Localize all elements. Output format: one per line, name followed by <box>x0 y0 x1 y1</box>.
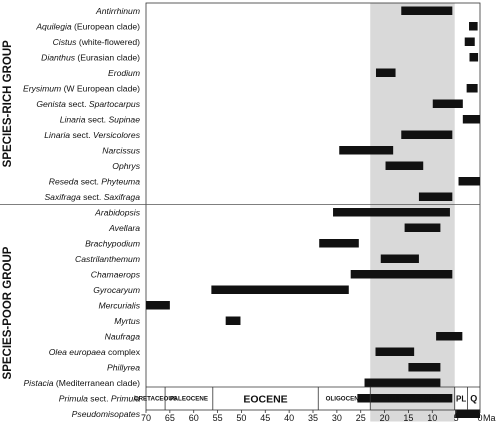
x-tick-label: 25 <box>356 413 366 423</box>
taxon-label-pseudomisopates: Pseudomisopates <box>72 409 141 419</box>
taxon-label-gyrocaryum: Gyrocaryum <box>93 285 140 295</box>
x-tick-label: 65 <box>165 413 175 423</box>
bar-pistacia-mediterranean-clade <box>364 378 441 387</box>
bar-primula-sect-primula <box>357 394 453 403</box>
bar-cistus-white-flowered <box>464 37 475 46</box>
bar-pseudomisopates <box>455 409 480 418</box>
epoch-label-eocene: EOCENE <box>243 393 287 405</box>
taxon-label-primula-sect-primula: Primula sect. Primula <box>59 393 140 403</box>
x-tick-label: 30 <box>332 413 342 423</box>
bar-aquilegia-european-clade <box>469 22 478 31</box>
bar-gyrocaryum <box>211 285 349 294</box>
taxon-label-phillyrea: Phillyrea <box>107 362 140 372</box>
bar-erysimum-w-european-clade <box>466 84 478 93</box>
bar-linaria-sect-versicolores <box>401 130 453 139</box>
taxon-label-saxifraga-sect-saxifraga: Saxifraga sect. Saxifraga <box>44 192 140 202</box>
bar-arabidopsis <box>333 208 450 217</box>
x-tick-label: 15 <box>403 413 413 423</box>
bar-dianthus-eurasian-clade <box>469 53 479 62</box>
x-tick-label: 40 <box>284 413 294 423</box>
bar-narcissus <box>339 146 394 155</box>
x-tick-label: 10 <box>427 413 437 423</box>
bars <box>146 6 480 418</box>
bar-linaria-sect-supinae <box>462 115 480 124</box>
x-tick-label: 0 <box>477 413 482 423</box>
taxon-label-genista-sect-spartocarpus: Genista sect. Spartocarpus <box>36 99 140 109</box>
taxon-label-linaria-sect-versicolores: Linaria sect. Versicolores <box>44 130 140 140</box>
x-unit-label: Ma <box>483 413 496 423</box>
group-label-species-rich-group: SPECIES-RICH GROUP <box>2 40 14 167</box>
x-tick-label: 70 <box>141 413 151 423</box>
bar-chamaerops <box>350 270 453 279</box>
taxon-label-erodium: Erodium <box>108 68 140 78</box>
taxon-label-myrtus: Myrtus <box>114 316 140 326</box>
x-tick-label: 55 <box>213 413 223 423</box>
bar-reseda-sect-phyteuma <box>458 177 480 186</box>
taxon-label-brachypodium: Brachypodium <box>85 238 140 248</box>
taxon-label-linaria-sect-supinae: Linaria sect. Supinae <box>60 114 141 124</box>
taxon-label-arabidopsis: Arabidopsis <box>94 207 141 217</box>
taxon-label-pistacia-mediterranean-clade: Pistacia (Mediterranean clade) <box>23 378 140 388</box>
taxon-label-cistus-white-flowered: Cistus (white-flowered) <box>53 37 141 47</box>
x-tick-label: 35 <box>308 413 318 423</box>
bar-phillyrea <box>408 363 441 372</box>
bar-ophrys <box>385 161 424 170</box>
bar-genista-sect-spartocarpus <box>432 99 463 108</box>
bar-castrilanthemum <box>380 254 419 263</box>
taxon-label-castrilanthemum: Castrilanthemum <box>75 254 140 264</box>
taxon-labels: Antirrhinum Aquilegia (European clade) Cis… <box>23 6 141 419</box>
x-tick-label: 50 <box>236 413 246 423</box>
taxon-label-erysimum-w-european-clade: Erysimum (W European clade) <box>23 83 140 93</box>
x-tick-label: 60 <box>189 413 199 423</box>
bar-naufraga <box>436 332 463 341</box>
taxon-label-antirrhinum: Antirrhinum <box>95 6 140 16</box>
taxon-label-ophrys: Ophrys <box>112 161 140 171</box>
taxon-label-reseda-sect-phyteuma: Reseda sect. Phyteuma <box>49 176 140 186</box>
epoch-label-cretaceous: CRETACEOUS <box>134 396 177 403</box>
group-labels: SPECIES-RICH GROUP SPECIES-POOR GROUP <box>2 40 14 380</box>
epoch-label-paleocene: PALEOCENE <box>170 396 208 403</box>
x-tick-label: 45 <box>260 413 270 423</box>
bar-antirrhinum <box>401 6 453 15</box>
taxon-label-chamaerops: Chamaerops <box>91 269 141 279</box>
epoch-label-oligocene: OLIGOCENE <box>326 396 363 403</box>
taxon-label-dianthus-eurasian-clade: Dianthus (Eurasian clade) <box>41 52 140 62</box>
taxon-label-mercurialis: Mercurialis <box>98 300 140 310</box>
taxon-label-avellara: Avellara <box>108 223 140 233</box>
epoch-label-pl: PL <box>456 394 466 403</box>
taxon-label-naufraga: Naufraga <box>105 331 141 341</box>
bar-myrtus <box>225 316 241 325</box>
bar-brachypodium <box>319 239 359 248</box>
x-tick-label: 5 <box>454 413 459 423</box>
bar-erodium <box>375 68 396 77</box>
epoch-label-miocene: MIOCENE <box>388 393 437 405</box>
bar-mercurialis <box>146 301 170 310</box>
bar-avellara <box>404 223 441 232</box>
taxon-label-aquilegia-european-clade: Aquilegia (European clade) <box>35 21 140 31</box>
group-label-species-poor-group: SPECIES-POOR GROUP <box>2 246 14 379</box>
bar-saxifraga-sect-saxifraga <box>418 192 453 201</box>
taxon-label-narcissus: Narcissus <box>102 145 140 155</box>
taxon-label-olea-europaea-complex: Olea europaea complex <box>49 347 141 357</box>
bar-olea-europaea-complex <box>375 347 415 356</box>
epoch-label-q: Q <box>470 394 477 404</box>
x-tick-label: 20 <box>380 413 390 423</box>
